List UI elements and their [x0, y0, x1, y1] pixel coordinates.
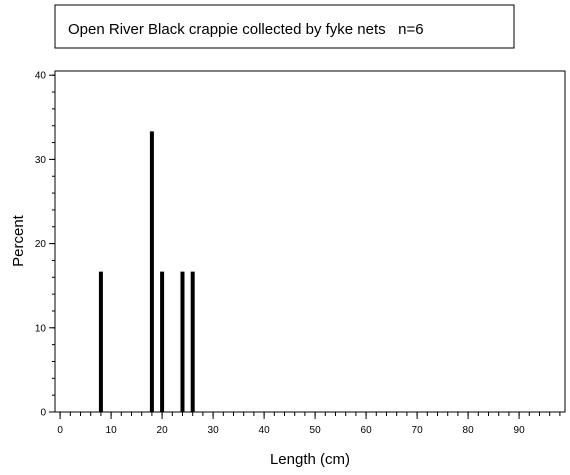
x-tick-label: 60	[361, 425, 373, 436]
bar	[149, 131, 154, 412]
x-tick-label: 10	[106, 425, 118, 436]
chart-title: Open River Black crappie collected by fy…	[68, 21, 424, 38]
x-axis-label: Length (cm)	[270, 451, 350, 468]
x-tick-label: 40	[259, 425, 271, 436]
bar	[180, 271, 185, 412]
y-tick-label: 40	[35, 71, 47, 82]
x-tick-label: 50	[310, 425, 322, 436]
x-tick-label: 0	[57, 425, 63, 436]
plot-frame	[54, 70, 566, 413]
bar	[160, 271, 165, 412]
title-box	[54, 4, 515, 49]
y-tick-label: 30	[35, 155, 47, 166]
y-tick-label: 0	[40, 408, 46, 419]
x-axis: 0 10 20 30 40 50 60 70 80 90	[57, 412, 561, 436]
bar	[190, 271, 195, 412]
y-axis: 0 10 20 30 40	[35, 71, 55, 419]
x-tick-label: 80	[463, 425, 475, 436]
y-tick-label: 20	[35, 239, 47, 250]
bar	[98, 271, 103, 412]
x-tick-label: 30	[208, 425, 220, 436]
bars	[98, 131, 195, 412]
x-tick-label: 70	[412, 425, 424, 436]
y-tick-label: 10	[35, 323, 47, 334]
y-axis-label: Percent	[10, 214, 27, 267]
x-tick-label: 90	[514, 425, 526, 436]
x-tick-label: 20	[157, 425, 169, 436]
